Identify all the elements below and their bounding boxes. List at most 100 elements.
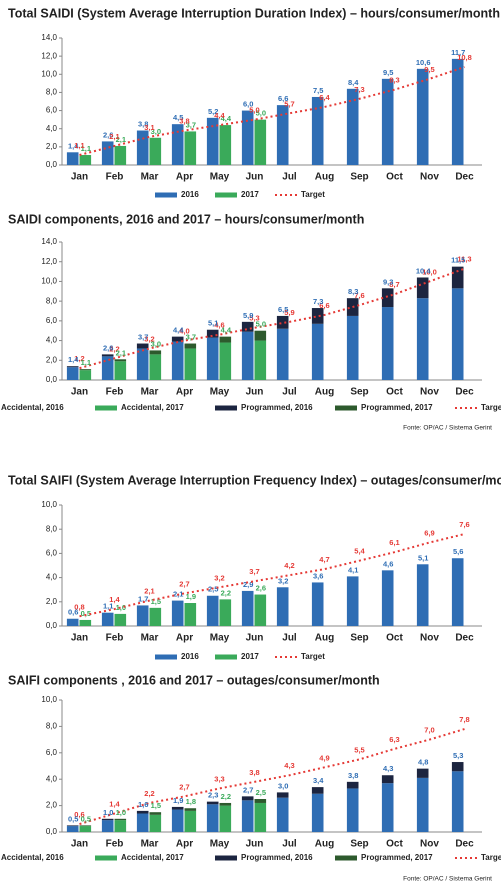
legend-swatch — [95, 405, 117, 411]
bar — [416, 298, 429, 380]
target-label: 3,2 — [214, 573, 224, 582]
bar — [136, 813, 149, 832]
bar — [101, 818, 114, 821]
total-label: 9,3 — [383, 277, 393, 286]
source-note: Fonte: OP/AC / Sistema Gerint — [403, 425, 492, 432]
y-tick-label: 10,0 — [41, 695, 57, 704]
target-label: 6,3 — [389, 735, 399, 744]
x-tick-label: Sep — [350, 633, 368, 644]
bar — [206, 329, 219, 338]
x-tick-label: Jan — [71, 633, 88, 644]
total-label: 3,0 — [151, 339, 161, 348]
x-tick-label: Aug — [315, 387, 334, 398]
y-tick-label: 0,0 — [46, 375, 58, 384]
bar — [311, 582, 324, 626]
bar — [381, 783, 394, 832]
bar — [171, 809, 184, 832]
total-label: 6,5 — [278, 305, 288, 314]
target-label: 6,1 — [389, 538, 399, 547]
bar — [276, 797, 289, 832]
y-tick-label: 6,0 — [46, 316, 58, 325]
bar — [381, 775, 394, 784]
bar — [241, 590, 254, 626]
bar — [254, 330, 267, 341]
legend-label: Programmed, 2016 — [241, 403, 313, 412]
x-tick-label: Nov — [420, 633, 439, 644]
x-tick-label: Apr — [176, 387, 193, 398]
total-label: 2,2 — [221, 792, 231, 801]
chart-title: SAIFI components , 2016 and 2017 – outag… — [8, 673, 380, 687]
target-line — [79, 267, 465, 370]
x-tick-label: Nov — [420, 839, 439, 850]
legend-label: Accidental, 2016 — [1, 853, 64, 862]
target-label: 7,3 — [354, 85, 364, 94]
target-label: 4,9 — [319, 753, 329, 762]
total-label: 7,3 — [313, 297, 323, 306]
bar — [311, 793, 324, 832]
y-tick-label: 2,0 — [46, 801, 58, 810]
bar — [451, 762, 464, 772]
bar — [276, 105, 289, 165]
y-tick-label: 8,0 — [46, 722, 58, 731]
target-label: 6,4 — [319, 93, 330, 102]
x-tick-label: Jan — [71, 172, 88, 183]
bar — [184, 810, 197, 832]
legend-label: Accidental, 2016 — [1, 403, 64, 412]
x-tick-label: Aug — [315, 839, 334, 850]
bar — [381, 570, 394, 626]
x-tick-label: Mar — [141, 839, 159, 850]
bar — [416, 777, 429, 832]
total-label: 1,5 — [151, 801, 161, 810]
x-tick-label: Apr — [176, 839, 193, 850]
y-tick-label: 10,0 — [41, 277, 57, 286]
target-label: 2,2 — [144, 789, 154, 798]
bar-label: 3,8 — [138, 120, 148, 129]
legend-label: 2016 — [181, 190, 199, 199]
target-label: 3,8 — [249, 768, 259, 777]
legend-label: Accidental, 2017 — [121, 853, 184, 862]
legend-label: Programmed, 2017 — [361, 853, 433, 862]
target-label: 4,0 — [179, 327, 189, 336]
bar — [136, 605, 149, 626]
x-tick-label: Oct — [386, 387, 403, 398]
bar — [416, 768, 429, 778]
bar — [149, 137, 162, 165]
total-label: 4,3 — [383, 764, 393, 773]
x-tick-label: Jun — [246, 633, 264, 644]
bar — [101, 141, 114, 165]
bar-label: 11,7 — [451, 48, 465, 57]
x-tick-label: Apr — [176, 172, 193, 183]
chart-title: Total SAIFI (System Average Interruption… — [8, 473, 501, 487]
bar-label: 2,6 — [256, 584, 266, 593]
bar — [66, 618, 79, 626]
bar — [346, 88, 359, 165]
bar-label: 5,6 — [453, 547, 463, 556]
bar — [451, 558, 464, 626]
bar — [114, 820, 127, 832]
bar-label: 6,0 — [243, 100, 253, 109]
target-label: 4,6 — [214, 321, 224, 330]
bar-label: 6,6 — [278, 94, 288, 103]
bar-label: 3,2 — [278, 576, 288, 585]
target-label: 3,1 — [144, 123, 154, 132]
total-label: 1,1 — [81, 358, 91, 367]
chart-title: SAIDI components, 2016 and 2017 – hours/… — [8, 212, 364, 226]
legend-label: Target — [481, 403, 501, 412]
bar — [114, 359, 127, 362]
target-label: 8,7 — [389, 280, 399, 289]
bar-label: 1,1 — [81, 144, 91, 153]
total-label: 3,8 — [348, 771, 358, 780]
target-label: 11,3 — [457, 255, 471, 264]
bar-label: 4,4 — [221, 114, 232, 123]
bar — [451, 288, 464, 380]
target-label: 1,4 — [109, 800, 120, 809]
bar — [171, 124, 184, 165]
total-label: 3,0 — [278, 781, 288, 790]
bar — [114, 818, 127, 821]
x-tick-label: Feb — [106, 839, 124, 850]
legend-swatch — [155, 654, 177, 660]
bar — [219, 125, 232, 165]
bar-label: 2,2 — [221, 588, 231, 597]
x-tick-label: Feb — [106, 633, 124, 644]
